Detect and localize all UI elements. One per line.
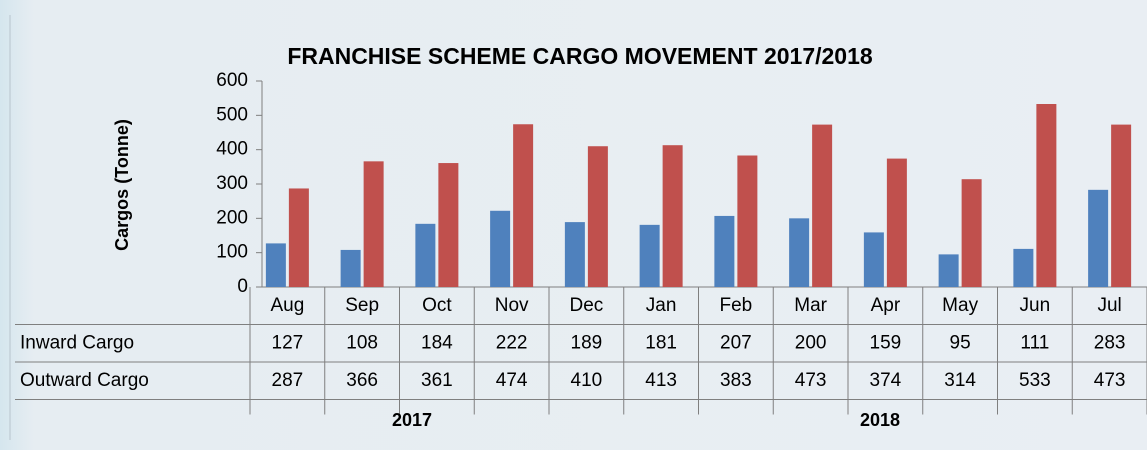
table-value: 473 [795, 370, 827, 391]
table-value: 184 [421, 332, 453, 353]
table-value: 287 [272, 370, 304, 391]
y-tick-label: 300 [216, 173, 248, 194]
bar [662, 145, 683, 287]
bar [513, 124, 534, 287]
bar [863, 232, 884, 287]
table-value: 314 [944, 370, 976, 391]
table-value: 283 [1094, 332, 1126, 353]
x-tick-label: Jun [1020, 295, 1051, 316]
bar [288, 188, 309, 287]
bar [1111, 124, 1132, 287]
table-value: 383 [720, 370, 752, 391]
x-tick-label: Apr [871, 295, 901, 316]
bar [564, 222, 585, 287]
chart-title: FRANCHISE SCHEME CARGO MOVEMENT 2017/201… [287, 43, 873, 69]
table-value: 361 [421, 370, 453, 391]
table-value: 181 [645, 332, 677, 353]
y-axis-title: Cargos (Tonne) [112, 119, 132, 251]
x-tick-label: Jan [646, 295, 677, 316]
table-value: 200 [795, 332, 827, 353]
table-value: 95 [950, 332, 971, 353]
bar [438, 163, 459, 287]
table-value: 413 [645, 370, 677, 391]
bar [812, 124, 833, 287]
legend-row-label: Outward Cargo [20, 370, 149, 391]
x-group-label: 2018 [860, 410, 900, 430]
table-value: 111 [1020, 332, 1049, 353]
bar [265, 243, 286, 287]
y-tick-label: 600 [216, 70, 248, 91]
table-value: 473 [1094, 370, 1126, 391]
x-group-label: 2017 [392, 410, 432, 430]
bar [639, 224, 660, 287]
x-tick-label: Sep [345, 295, 379, 316]
bar [1036, 104, 1057, 288]
table-value: 366 [346, 370, 378, 391]
y-tick-label: 100 [216, 242, 248, 263]
bar [714, 215, 735, 287]
x-tick-label: Oct [422, 295, 452, 316]
bar [587, 146, 608, 287]
bar [886, 158, 907, 287]
table-value: 207 [720, 332, 752, 353]
table-value: 410 [571, 370, 603, 391]
bar [1088, 189, 1109, 287]
table-value: 474 [496, 370, 528, 391]
y-tick-label: 500 [216, 104, 248, 125]
bar [363, 161, 384, 287]
y-tick-label: 0 [237, 276, 248, 297]
y-tick-label: 400 [216, 139, 248, 160]
table-value: 374 [870, 370, 902, 391]
table-value: 159 [870, 332, 902, 353]
bar [938, 254, 959, 287]
x-tick-label: Nov [495, 295, 529, 316]
table-value: 533 [1019, 370, 1051, 391]
x-tick-label: Jul [1097, 295, 1121, 316]
x-tick-label: Feb [720, 295, 753, 316]
bar [1013, 248, 1034, 287]
legend-row-label: Inward Cargo [20, 332, 134, 353]
bar [490, 210, 511, 287]
x-tick-label: Dec [569, 295, 603, 316]
bar [789, 218, 810, 287]
bar [340, 249, 361, 287]
bar [415, 223, 436, 287]
table-value: 108 [346, 332, 378, 353]
table-value: 127 [272, 332, 304, 353]
x-tick-label: Aug [270, 295, 304, 316]
x-tick-label: May [942, 295, 978, 316]
bar [737, 155, 758, 287]
x-tick-label: Mar [794, 295, 827, 316]
table-value: 222 [496, 332, 528, 353]
y-tick-label: 200 [216, 207, 248, 228]
bar [961, 179, 982, 287]
table-value: 189 [571, 332, 603, 353]
